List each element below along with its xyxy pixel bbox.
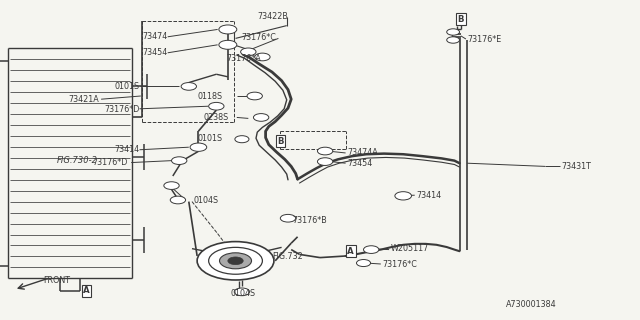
Text: 0101S: 0101S bbox=[198, 134, 223, 143]
Circle shape bbox=[280, 214, 296, 222]
Circle shape bbox=[235, 136, 249, 143]
Text: 73176*D: 73176*D bbox=[93, 158, 128, 167]
Text: 73176*C: 73176*C bbox=[382, 260, 417, 269]
Text: 73176*A: 73176*A bbox=[227, 54, 261, 63]
Circle shape bbox=[197, 242, 274, 280]
Text: 0104S: 0104S bbox=[193, 196, 218, 204]
Circle shape bbox=[247, 92, 262, 100]
Text: FIG.732: FIG.732 bbox=[272, 252, 303, 261]
Circle shape bbox=[209, 102, 224, 110]
Text: 0238S: 0238S bbox=[204, 113, 229, 122]
Circle shape bbox=[356, 260, 371, 267]
Text: A730001384: A730001384 bbox=[506, 300, 557, 309]
Circle shape bbox=[447, 29, 460, 35]
Text: 73422B: 73422B bbox=[257, 12, 288, 20]
Circle shape bbox=[447, 37, 460, 43]
Circle shape bbox=[395, 192, 412, 200]
Text: 0104S: 0104S bbox=[230, 289, 255, 298]
Circle shape bbox=[253, 114, 269, 121]
Text: 73454: 73454 bbox=[348, 159, 372, 168]
Text: 73414: 73414 bbox=[416, 191, 441, 200]
Circle shape bbox=[220, 253, 252, 269]
Circle shape bbox=[164, 182, 179, 189]
Circle shape bbox=[241, 48, 256, 56]
Circle shape bbox=[255, 53, 270, 61]
Circle shape bbox=[172, 157, 187, 164]
Text: 73176*B: 73176*B bbox=[292, 216, 327, 225]
Text: A: A bbox=[348, 247, 354, 256]
Circle shape bbox=[190, 143, 207, 151]
Circle shape bbox=[364, 246, 379, 253]
Text: W205117: W205117 bbox=[390, 244, 429, 253]
Circle shape bbox=[317, 158, 333, 165]
Text: 73474: 73474 bbox=[143, 32, 168, 41]
Text: 73454: 73454 bbox=[143, 48, 168, 57]
Text: 73431T: 73431T bbox=[561, 162, 591, 171]
Circle shape bbox=[219, 25, 237, 34]
Circle shape bbox=[170, 196, 186, 204]
Circle shape bbox=[317, 147, 333, 155]
Text: A: A bbox=[83, 286, 90, 295]
Text: 73474A: 73474A bbox=[348, 148, 378, 157]
Text: B: B bbox=[458, 15, 464, 24]
Text: 0118S: 0118S bbox=[198, 92, 223, 100]
Text: B: B bbox=[277, 137, 284, 146]
Text: 73176*D: 73176*D bbox=[104, 105, 140, 114]
Circle shape bbox=[228, 257, 243, 265]
Text: 73176*C: 73176*C bbox=[242, 33, 276, 42]
Circle shape bbox=[219, 40, 237, 49]
Text: 0101S: 0101S bbox=[115, 82, 140, 91]
Text: FIG.730-2: FIG.730-2 bbox=[56, 156, 97, 164]
Circle shape bbox=[181, 83, 196, 90]
Circle shape bbox=[209, 247, 262, 274]
Text: 73421A: 73421A bbox=[68, 95, 99, 104]
Text: FRONT: FRONT bbox=[44, 276, 70, 285]
Text: 73414: 73414 bbox=[115, 145, 140, 154]
Text: 73176*E: 73176*E bbox=[467, 35, 502, 44]
Circle shape bbox=[234, 288, 250, 296]
